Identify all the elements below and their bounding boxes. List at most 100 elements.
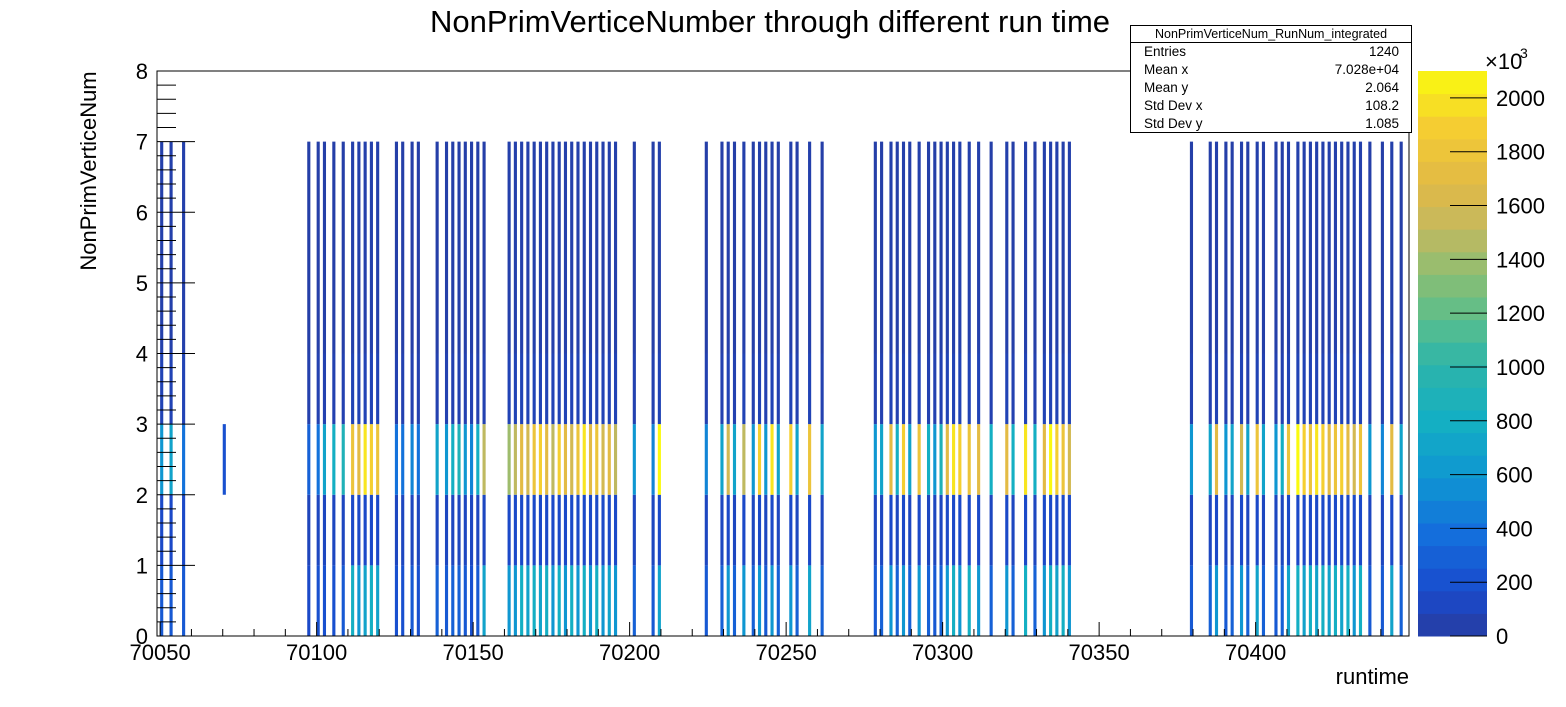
heatmap-cell <box>789 353 793 425</box>
heatmap-cell <box>1274 565 1278 636</box>
heatmap-cell <box>476 353 480 425</box>
heatmap-cell <box>1368 353 1372 425</box>
heatmap-cell <box>1302 141 1306 354</box>
heatmap-cell <box>557 141 561 354</box>
color-scale-step <box>1418 251 1487 275</box>
stats-label: Std Dev x <box>1144 98 1203 113</box>
heatmap-cell <box>595 353 599 425</box>
heatmap-cell <box>908 494 912 566</box>
heatmap-cell <box>989 353 993 425</box>
z-tick-label: 2000 <box>1496 86 1545 111</box>
heatmap-cell <box>595 565 599 636</box>
stats-value: 1240 <box>1368 44 1399 59</box>
heatmap-cell <box>1286 494 1291 566</box>
heatmap-cell <box>1280 494 1284 566</box>
heatmap-cell <box>588 494 593 566</box>
x-tick-label: 70400 <box>1225 640 1286 665</box>
heatmap-cell <box>307 353 311 425</box>
heatmap-cell <box>1340 141 1344 354</box>
stats-row-entries: Entries 1240 <box>1131 43 1411 61</box>
heatmap-cell <box>341 141 345 354</box>
heatmap-cell <box>726 141 730 354</box>
heatmap-cell <box>764 494 768 566</box>
heatmap-cell <box>808 424 812 495</box>
heatmap-cell <box>704 424 708 495</box>
heatmap-cell <box>557 353 561 425</box>
z-tick-label: 600 <box>1496 463 1533 488</box>
heatmap-cell <box>563 353 568 425</box>
heatmap-cell <box>776 353 780 425</box>
stats-label: Mean y <box>1144 80 1189 95</box>
heatmap-cell <box>1049 494 1053 566</box>
color-scale-step <box>1418 523 1487 547</box>
heatmap-cell <box>1352 424 1356 495</box>
heatmap-cell <box>551 494 555 566</box>
heatmap-cell <box>551 141 555 354</box>
y-tick-label: 0 <box>136 624 148 649</box>
heatmap-cell <box>1230 353 1234 425</box>
heatmap-cell <box>394 424 399 495</box>
heatmap-cell <box>917 565 921 636</box>
heatmap-cell <box>926 353 931 425</box>
heatmap-cell <box>1296 565 1300 636</box>
heatmap-cell <box>476 141 480 354</box>
heatmap-cell <box>933 141 937 354</box>
heatmap-cell <box>435 141 439 354</box>
heatmap-cell <box>482 494 486 566</box>
heatmap-cell <box>873 565 877 636</box>
heatmap-cell <box>1274 424 1278 495</box>
heatmap-cell <box>820 565 824 636</box>
heatmap-cell <box>1067 424 1071 495</box>
heatmap-cell <box>595 424 599 495</box>
heatmap-cell <box>576 141 580 354</box>
heatmap-cell <box>1255 494 1259 566</box>
color-scale-step <box>1418 387 1487 411</box>
heatmap-cell <box>1333 353 1338 425</box>
heatmap-cell <box>551 565 555 636</box>
heatmap-cell <box>967 424 971 495</box>
heatmap-cell <box>507 424 511 495</box>
heatmap-cell <box>1399 424 1403 495</box>
heatmap-cell <box>1255 141 1259 354</box>
heatmap-cell <box>1315 353 1319 425</box>
heatmap-cell <box>1321 565 1325 636</box>
heatmap-cell <box>939 141 943 354</box>
heatmap-cell <box>601 494 605 566</box>
heatmap-cell <box>351 141 355 354</box>
heatmap-cell <box>726 353 730 425</box>
heatmap-cell <box>889 565 893 636</box>
heatmap-cell <box>889 141 893 354</box>
heatmap-cell <box>369 565 373 636</box>
axis-ticks <box>157 70 1382 637</box>
heatmap-cell <box>563 565 568 636</box>
heatmap-cell <box>933 353 937 425</box>
heatmap-cell <box>182 353 186 425</box>
heatmap-cell <box>444 141 449 354</box>
heatmap-cell <box>1061 565 1065 636</box>
y-tick-label: 6 <box>136 200 148 225</box>
heatmap-cell <box>557 565 561 636</box>
heatmap-cell <box>1208 494 1212 566</box>
heatmap-cell <box>435 565 439 636</box>
heatmap-cell <box>1274 141 1278 354</box>
heatmap-cell <box>820 353 824 425</box>
heatmap-cell <box>776 141 780 354</box>
heatmap-cell <box>1327 141 1331 354</box>
heatmap-cell <box>958 353 962 425</box>
heatmap-cell <box>1399 494 1403 566</box>
heatmap-cell <box>632 141 636 354</box>
heatmap-cell <box>770 141 774 354</box>
heatmap-cell <box>444 353 449 425</box>
heatmap-cell <box>1224 424 1228 495</box>
heatmap-cell <box>316 494 320 566</box>
heatmap-cell <box>1380 141 1384 354</box>
heatmap-cell <box>1368 141 1372 354</box>
heatmap-cell <box>1055 424 1059 495</box>
heatmap-cell <box>376 494 380 566</box>
heatmap-cell <box>551 353 555 425</box>
heatmap-cell <box>1346 353 1350 425</box>
color-scale-step <box>1418 613 1487 637</box>
heatmap-cell <box>576 494 580 566</box>
color-scale-step <box>1418 184 1487 208</box>
stats-box: NonPrimVerticeNum_RunNum_integrated Entr… <box>1130 25 1412 133</box>
